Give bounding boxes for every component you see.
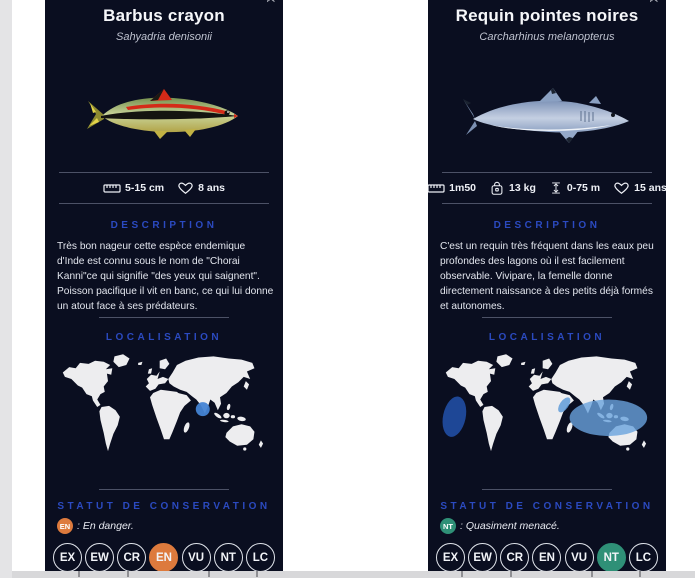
bottom-tick (591, 571, 593, 577)
stat-size: 1m50 (428, 181, 476, 195)
localisation-heading: LOCALISATION (488, 332, 606, 343)
species-scientific-name: Carcharhinus melanopterus (479, 31, 615, 43)
divider (59, 172, 269, 173)
range-ellipse-indopacific (569, 399, 648, 437)
stat-size-value: 5-15 cm (125, 182, 165, 194)
status-label: : En danger. (77, 520, 134, 532)
status-chip: EN (57, 518, 73, 534)
heart-icon (614, 182, 629, 194)
conservation-scale: EX EW CR EN VU NT LC (436, 543, 658, 571)
species-scientific-name: Sahyadria denisonii (115, 31, 212, 43)
badge-en: EN (149, 543, 179, 571)
stat-size: 5-15 cm (103, 181, 164, 195)
conservation-scale: EX EW CR EN VU NT LC (53, 543, 275, 571)
stat-lifespan: 8 ans (177, 181, 225, 196)
ruler-icon (428, 184, 445, 193)
stat-size-value: 1m50 (449, 182, 477, 194)
divider (59, 203, 269, 204)
range-ellipse-redsea (558, 397, 571, 413)
badge-nt: NT (213, 543, 243, 571)
species-card-barbus: ☆ Barbus crayon Sahyadria denisonii 5- (45, 0, 283, 571)
description-text: C'est un requin très fréquent dans les e… (440, 241, 654, 312)
divider (442, 172, 652, 173)
stat-weight-value: 13 kg (509, 182, 536, 194)
species-image-barbus (45, 80, 283, 152)
bottom-tick (510, 571, 512, 577)
weight-icon (491, 181, 503, 195)
badge-ew: EW (468, 543, 498, 571)
divider (482, 489, 612, 490)
badge-ew: EW (85, 543, 115, 571)
bottom-tick (461, 571, 463, 577)
badge-lc: LC (628, 543, 658, 571)
bottom-tick (78, 571, 80, 577)
status-label: : Quasiment menacé. (460, 520, 560, 532)
bottom-tick (127, 571, 129, 577)
bottom-tick (208, 571, 210, 577)
description-text: Très bon nageur cette espèce endemique d… (57, 241, 274, 312)
badge-nt: NT (596, 543, 626, 571)
stat-lifespan-value: 15 ans (634, 182, 666, 194)
stat-depth-value: 0-75 m (566, 182, 601, 194)
conservation-status-line: NT : Quasiment menacé. (440, 518, 560, 534)
heart-icon (178, 182, 193, 194)
divider (482, 317, 612, 318)
badge-ex: EX (436, 543, 465, 571)
world-map-requin (439, 350, 655, 464)
badge-cr: CR (500, 543, 530, 571)
stats-row: 5-15 cm 8 ans (53, 177, 275, 199)
conservation-heading: STATUT DE CONSERVATION (57, 501, 271, 512)
bottom-tick (256, 571, 258, 577)
badge-vu: VU (181, 543, 211, 571)
conservation-status-line: EN : En danger. (57, 518, 134, 534)
badge-ex: EX (53, 543, 82, 571)
favorite-star-icon[interactable]: ☆ (647, 0, 661, 6)
range-dot-india (195, 402, 210, 417)
species-title: Barbus crayon (103, 6, 225, 25)
description-heading: DESCRIPTION (110, 220, 218, 231)
stat-depth: 0-75 m (549, 180, 600, 196)
range-ellipse-pacific (442, 396, 467, 437)
favorite-star-icon[interactable]: ☆ (264, 0, 278, 6)
species-title: Requin pointes noires (455, 6, 639, 25)
status-chip: NT (440, 518, 456, 534)
badge-vu: VU (564, 543, 594, 571)
conservation-heading: STATUT DE CONSERVATION (440, 501, 654, 512)
page-left-strip (0, 0, 12, 578)
divider (99, 489, 229, 490)
page-bottom-strip (12, 571, 695, 578)
depth-icon (551, 182, 560, 194)
badge-cr: CR (117, 543, 147, 571)
bottom-tick (639, 571, 641, 577)
stats-row: 1m50 13 kg 0-75 m 15 ans (428, 177, 666, 199)
badge-lc: LC (245, 543, 275, 571)
world-map-barbus (56, 350, 272, 464)
ruler-icon (103, 184, 121, 193)
divider (99, 317, 229, 318)
species-card-requin: ☆ Requin pointes noires Carcharhinus mel… (428, 0, 666, 571)
divider (442, 203, 652, 204)
stat-lifespan: 15 ans (613, 181, 666, 196)
badge-en: EN (532, 543, 562, 571)
stat-weight: 13 kg (489, 180, 536, 196)
localisation-heading: LOCALISATION (105, 332, 223, 343)
stat-lifespan-value: 8 ans (198, 182, 225, 194)
species-image-requin (428, 80, 666, 152)
description-heading: DESCRIPTION (493, 220, 601, 231)
